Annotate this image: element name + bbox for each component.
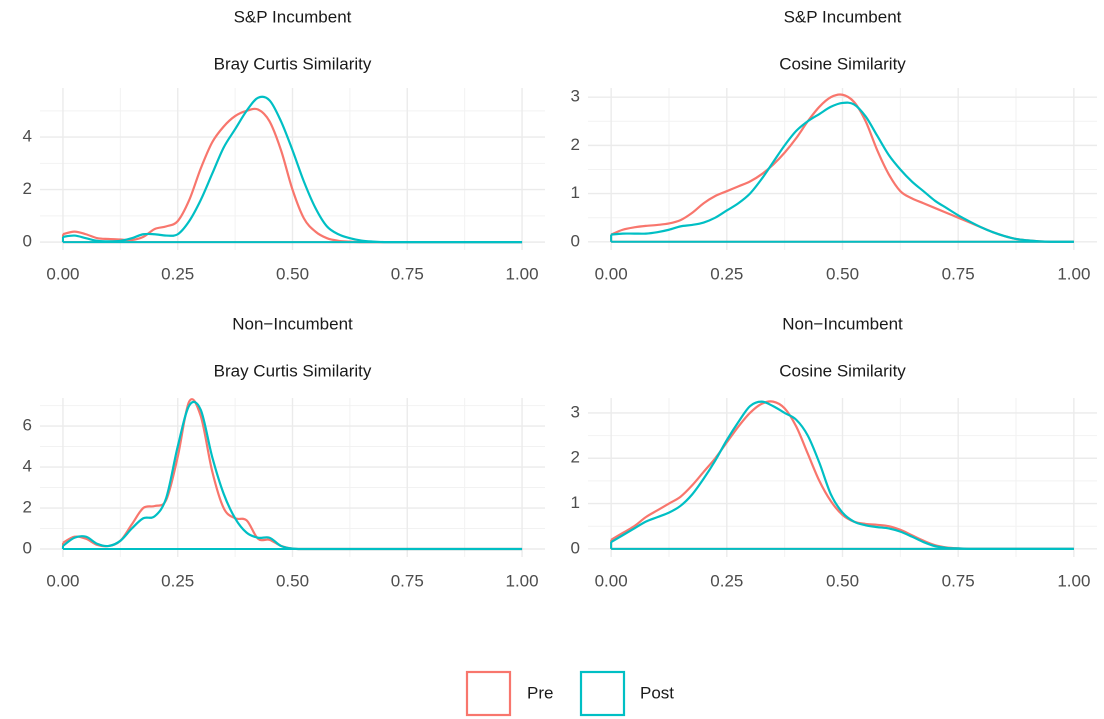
y-tick-label: 3: [571, 87, 580, 106]
density-line: [62, 400, 523, 551]
panel-subtitle: Bray Curtis Similarity: [214, 361, 372, 380]
x-tick-label: 0.00: [46, 571, 79, 590]
panel-subtitle: Cosine Similarity: [779, 54, 906, 73]
y-tick-label: 2: [23, 179, 32, 198]
panel-title: Non−Incumbent: [782, 314, 903, 333]
y-tick-label: 1: [571, 493, 580, 512]
density-line: [611, 101, 1074, 243]
density-line: [62, 95, 523, 244]
y-tick-label: 0: [23, 232, 32, 251]
x-tick-label: 0.75: [391, 571, 424, 590]
panel-title: Non−Incumbent: [232, 314, 353, 333]
y-tick-label: 0: [571, 538, 580, 557]
x-tick-label: 0.50: [276, 264, 309, 283]
y-tick-label: 2: [571, 135, 580, 154]
x-tick-label: 1.00: [1057, 264, 1090, 283]
x-tick-label: 0.75: [391, 264, 424, 283]
x-tick-label: 0.50: [276, 571, 309, 590]
y-tick-label: 1: [571, 183, 580, 202]
x-tick-label: 0.25: [710, 264, 743, 283]
x-tick-label: 0.25: [161, 264, 194, 283]
legend-label: Post: [640, 683, 674, 702]
y-tick-label: 6: [23, 416, 32, 435]
y-tick-label: 2: [23, 498, 32, 517]
density-line: [610, 400, 1074, 550]
x-tick-label: 0.25: [161, 571, 194, 590]
panel-title: S&P Incumbent: [234, 7, 352, 26]
y-tick-label: 2: [571, 448, 580, 467]
x-tick-label: 1.00: [1057, 571, 1090, 590]
legend-key: [465, 670, 512, 717]
legend-label: Pre: [527, 683, 553, 702]
y-tick-label: 4: [23, 127, 32, 146]
x-tick-label: 0.25: [710, 571, 743, 590]
x-tick-label: 1.00: [505, 264, 538, 283]
x-tick-label: 1.00: [505, 571, 538, 590]
x-tick-label: 0.75: [942, 571, 975, 590]
x-tick-label: 0.00: [46, 264, 79, 283]
y-tick-label: 0: [23, 538, 32, 557]
x-tick-label: 0.00: [595, 264, 628, 283]
y-tick-label: 4: [23, 457, 32, 476]
panel-subtitle: Cosine Similarity: [779, 361, 906, 380]
y-tick-label: 0: [571, 231, 580, 250]
panel-subtitle: Bray Curtis Similarity: [214, 54, 372, 73]
y-tick-label: 3: [571, 402, 580, 421]
x-tick-label: 0.75: [942, 264, 975, 283]
legend-key: [579, 670, 626, 717]
x-tick-label: 0.50: [826, 571, 859, 590]
x-tick-label: 0.00: [595, 571, 628, 590]
panel-title: S&P Incumbent: [784, 7, 902, 26]
x-tick-label: 0.50: [826, 264, 859, 283]
